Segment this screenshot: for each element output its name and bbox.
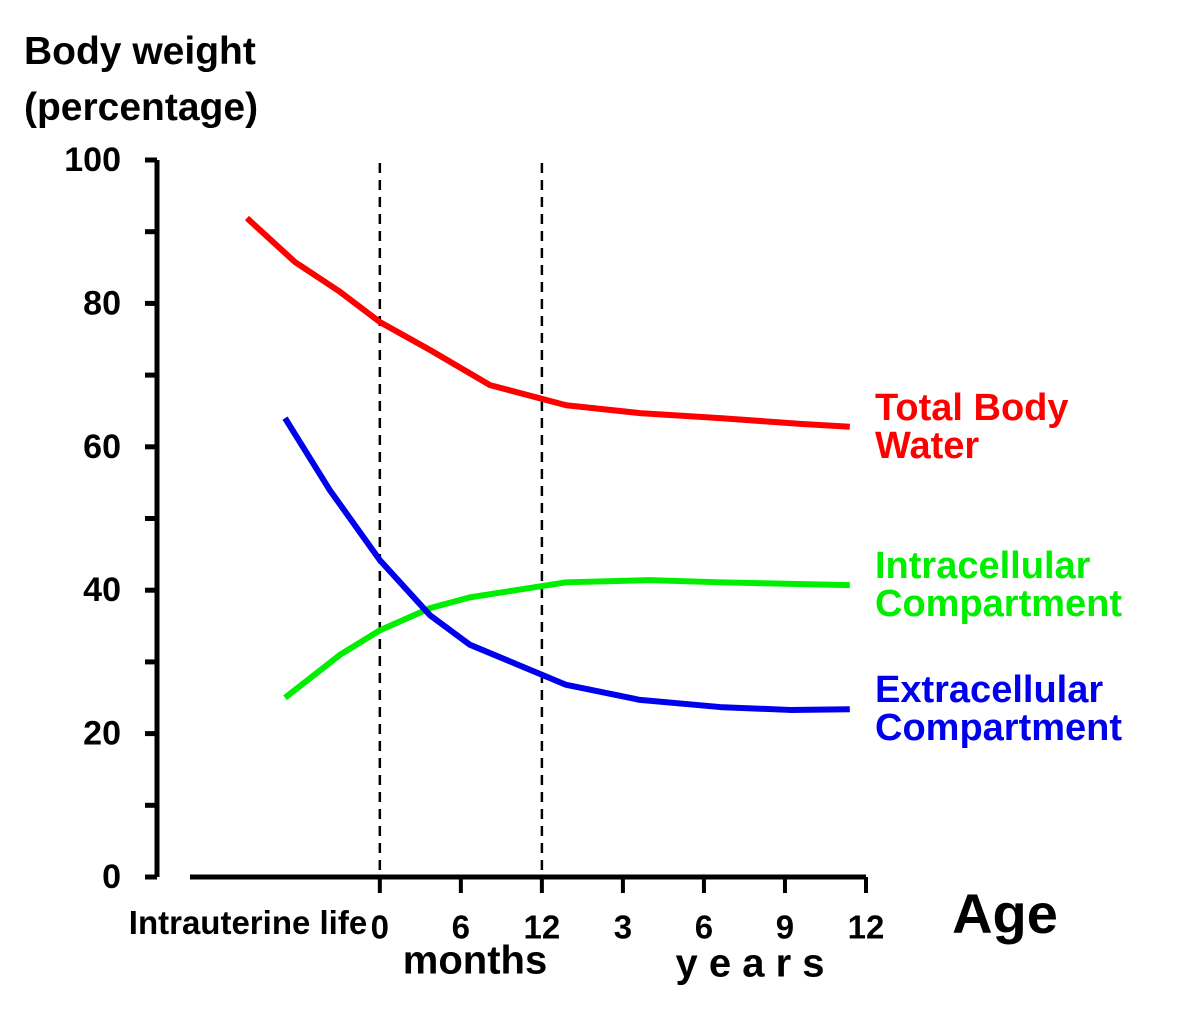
x-tick-label: 3 bbox=[614, 909, 632, 946]
legend-label: Extracellular Compartment bbox=[875, 669, 1123, 750]
y-tick-label: 0 bbox=[102, 858, 121, 896]
y-tick-label: 80 bbox=[83, 284, 121, 322]
y-tick-label: 100 bbox=[64, 141, 121, 179]
x-tick-label: 6 bbox=[695, 909, 713, 946]
x-tick-label: 12 bbox=[524, 909, 561, 946]
line-series bbox=[244, 215, 850, 430]
x-axis-label: Age bbox=[952, 882, 1058, 945]
y-tick-label: 20 bbox=[83, 715, 121, 753]
x-group-label: months bbox=[403, 939, 547, 983]
x-tick-label: 0 bbox=[371, 909, 389, 946]
x-extra-label: Intrauterine life bbox=[128, 904, 368, 941]
y-tick-label: 60 bbox=[83, 428, 121, 466]
line-series bbox=[282, 416, 850, 713]
y-axis-label: Body weight (percentage) bbox=[24, 30, 259, 129]
x-group-label: y e a r s bbox=[675, 942, 824, 986]
line-series bbox=[283, 577, 850, 701]
x-tick-label: 12 bbox=[848, 909, 885, 946]
legend-label: Intracellular Compartment bbox=[875, 545, 1123, 626]
legend-label: Total Body Water bbox=[875, 386, 1069, 467]
x-tick-label: 6 bbox=[452, 909, 470, 946]
y-tick-label: 40 bbox=[83, 571, 121, 609]
x-tick-label: 9 bbox=[776, 909, 794, 946]
